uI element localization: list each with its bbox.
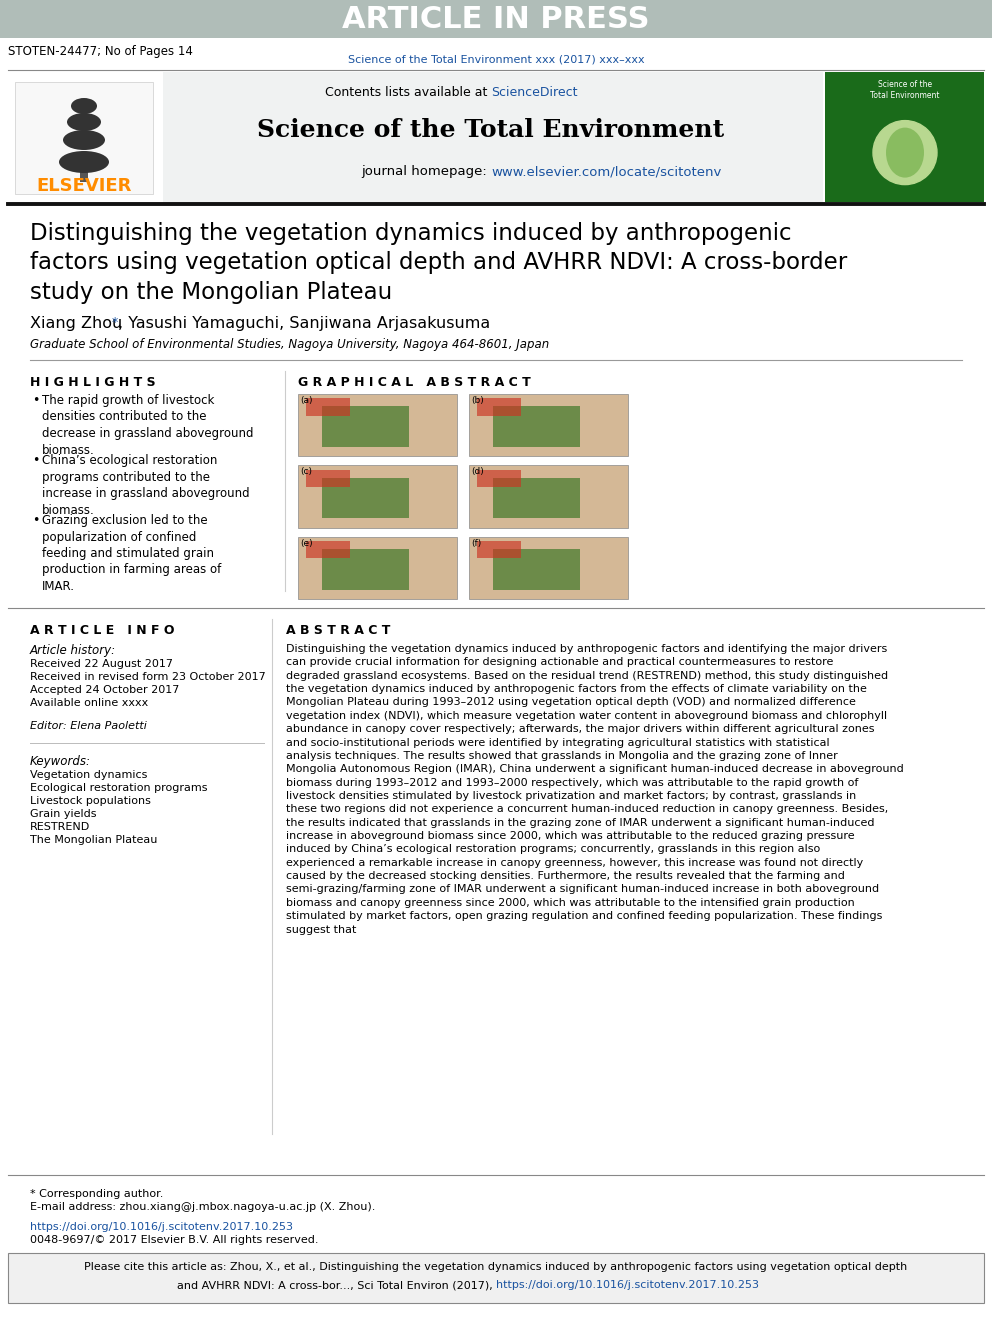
Text: (a): (a) xyxy=(300,396,312,405)
Bar xyxy=(493,549,580,590)
Bar xyxy=(321,549,410,590)
Text: www.elsevier.com/locate/scitotenv: www.elsevier.com/locate/scitotenv xyxy=(491,165,721,179)
Text: Please cite this article as: Zhou, X., et al., Distinguishing the vegetation dyn: Please cite this article as: Zhou, X., e… xyxy=(84,1262,908,1271)
Text: https://doi.org/10.1016/j.scitotenv.2017.10.253: https://doi.org/10.1016/j.scitotenv.2017… xyxy=(30,1222,293,1232)
Text: Received 22 August 2017: Received 22 August 2017 xyxy=(30,659,173,669)
Bar xyxy=(0,0,992,38)
Text: STOTEN-24477; No of Pages 14: STOTEN-24477; No of Pages 14 xyxy=(8,45,192,58)
Text: Article history:: Article history: xyxy=(30,644,116,658)
Bar xyxy=(298,394,457,456)
Text: ELSEVIER: ELSEVIER xyxy=(37,177,132,194)
Bar xyxy=(825,71,984,202)
Text: Vegetation dynamics: Vegetation dynamics xyxy=(30,770,148,781)
Text: *: * xyxy=(112,316,118,329)
Text: ARTICLE IN PRESS: ARTICLE IN PRESS xyxy=(342,4,650,33)
Text: (f): (f) xyxy=(471,538,481,548)
Text: A B S T R A C T: A B S T R A C T xyxy=(286,624,391,636)
Text: The rapid growth of livestock
densities contributed to the
decrease in grassland: The rapid growth of livestock densities … xyxy=(42,394,254,456)
Text: ScienceDirect: ScienceDirect xyxy=(491,86,577,98)
Text: (d): (d) xyxy=(471,467,484,476)
Text: •: • xyxy=(32,394,40,407)
Text: (c): (c) xyxy=(300,467,312,476)
Bar xyxy=(306,541,350,558)
Bar xyxy=(477,398,522,415)
Text: Graduate School of Environmental Studies, Nagoya University, Nagoya 464-8601, Ja: Graduate School of Environmental Studies… xyxy=(30,337,550,351)
Text: A R T I C L E   I N F O: A R T I C L E I N F O xyxy=(30,624,175,636)
Text: Received in revised form 23 October 2017: Received in revised form 23 October 2017 xyxy=(30,672,266,681)
Text: Science of the
Total Environment: Science of the Total Environment xyxy=(870,79,939,101)
Text: Grazing exclusion led to the
popularization of confined
feeding and stimulated g: Grazing exclusion led to the popularizat… xyxy=(42,515,221,593)
Bar xyxy=(321,478,410,519)
Text: Science of the Total Environment xxx (2017) xxx–xxx: Science of the Total Environment xxx (20… xyxy=(347,56,645,65)
Text: * Corresponding author.: * Corresponding author. xyxy=(30,1189,164,1199)
Ellipse shape xyxy=(63,130,105,149)
Bar xyxy=(825,71,984,202)
Text: •: • xyxy=(32,515,40,527)
Text: Grain yields: Grain yields xyxy=(30,808,96,819)
Ellipse shape xyxy=(67,112,101,131)
Text: Distinguishing the vegetation dynamics induced by anthropogenic
factors using ve: Distinguishing the vegetation dynamics i… xyxy=(30,222,847,303)
Bar xyxy=(306,470,350,487)
Bar xyxy=(80,161,88,183)
Text: https://doi.org/10.1016/j.scitotenv.2017.10.253: https://doi.org/10.1016/j.scitotenv.2017… xyxy=(496,1279,759,1290)
Bar xyxy=(298,537,457,599)
Text: The Mongolian Plateau: The Mongolian Plateau xyxy=(30,835,158,845)
Bar xyxy=(477,541,522,558)
Text: •: • xyxy=(32,454,40,467)
Text: 0048-9697/© 2017 Elsevier B.V. All rights reserved.: 0048-9697/© 2017 Elsevier B.V. All right… xyxy=(30,1234,318,1245)
Bar xyxy=(469,466,628,528)
Text: (b): (b) xyxy=(471,396,484,405)
Text: E-mail address: zhou.xiang@j.mbox.nagoya-u.ac.jp (X. Zhou).: E-mail address: zhou.xiang@j.mbox.nagoya… xyxy=(30,1203,375,1212)
Bar xyxy=(8,1253,984,1303)
Text: RESTREND: RESTREND xyxy=(30,822,90,832)
Bar xyxy=(469,537,628,599)
Ellipse shape xyxy=(59,151,109,173)
Bar xyxy=(469,394,628,456)
Text: Xiang Zhou: Xiang Zhou xyxy=(30,316,127,331)
Text: Keywords:: Keywords: xyxy=(30,755,91,767)
Bar xyxy=(8,71,163,202)
Text: Livestock populations: Livestock populations xyxy=(30,796,151,806)
Text: , Yasushi Yamaguchi, Sanjiwana Arjasakusuma: , Yasushi Yamaguchi, Sanjiwana Arjasakus… xyxy=(118,316,490,331)
Text: Science of the Total Environment: Science of the Total Environment xyxy=(258,118,724,142)
Text: Accepted 24 October 2017: Accepted 24 October 2017 xyxy=(30,685,180,695)
Bar xyxy=(493,406,580,447)
Text: G R A P H I C A L   A B S T R A C T: G R A P H I C A L A B S T R A C T xyxy=(298,376,531,389)
Text: Ecological restoration programs: Ecological restoration programs xyxy=(30,783,207,792)
Text: Contents lists available at: Contents lists available at xyxy=(324,86,491,98)
Text: and AVHRR NDVI: A cross-bor..., Sci Total Environ (2017),: and AVHRR NDVI: A cross-bor..., Sci Tota… xyxy=(177,1279,496,1290)
Bar xyxy=(163,71,823,202)
Bar xyxy=(321,406,410,447)
Text: Available online xxxx: Available online xxxx xyxy=(30,699,148,708)
Bar xyxy=(15,82,153,194)
Text: Editor: Elena Paoletti: Editor: Elena Paoletti xyxy=(30,721,147,732)
Bar xyxy=(306,398,350,415)
Bar xyxy=(298,466,457,528)
Text: H I G H L I G H T S: H I G H L I G H T S xyxy=(30,376,156,389)
Text: Distinguishing the vegetation dynamics induced by anthropogenic factors and iden: Distinguishing the vegetation dynamics i… xyxy=(286,644,904,934)
Ellipse shape xyxy=(71,98,97,114)
Text: (e): (e) xyxy=(300,538,312,548)
Circle shape xyxy=(873,120,937,185)
Bar xyxy=(493,478,580,519)
Bar xyxy=(477,470,522,487)
Text: China’s ecological restoration
programs contributed to the
increase in grassland: China’s ecological restoration programs … xyxy=(42,454,250,516)
Text: journal homepage:: journal homepage: xyxy=(361,165,491,179)
Ellipse shape xyxy=(886,127,924,177)
